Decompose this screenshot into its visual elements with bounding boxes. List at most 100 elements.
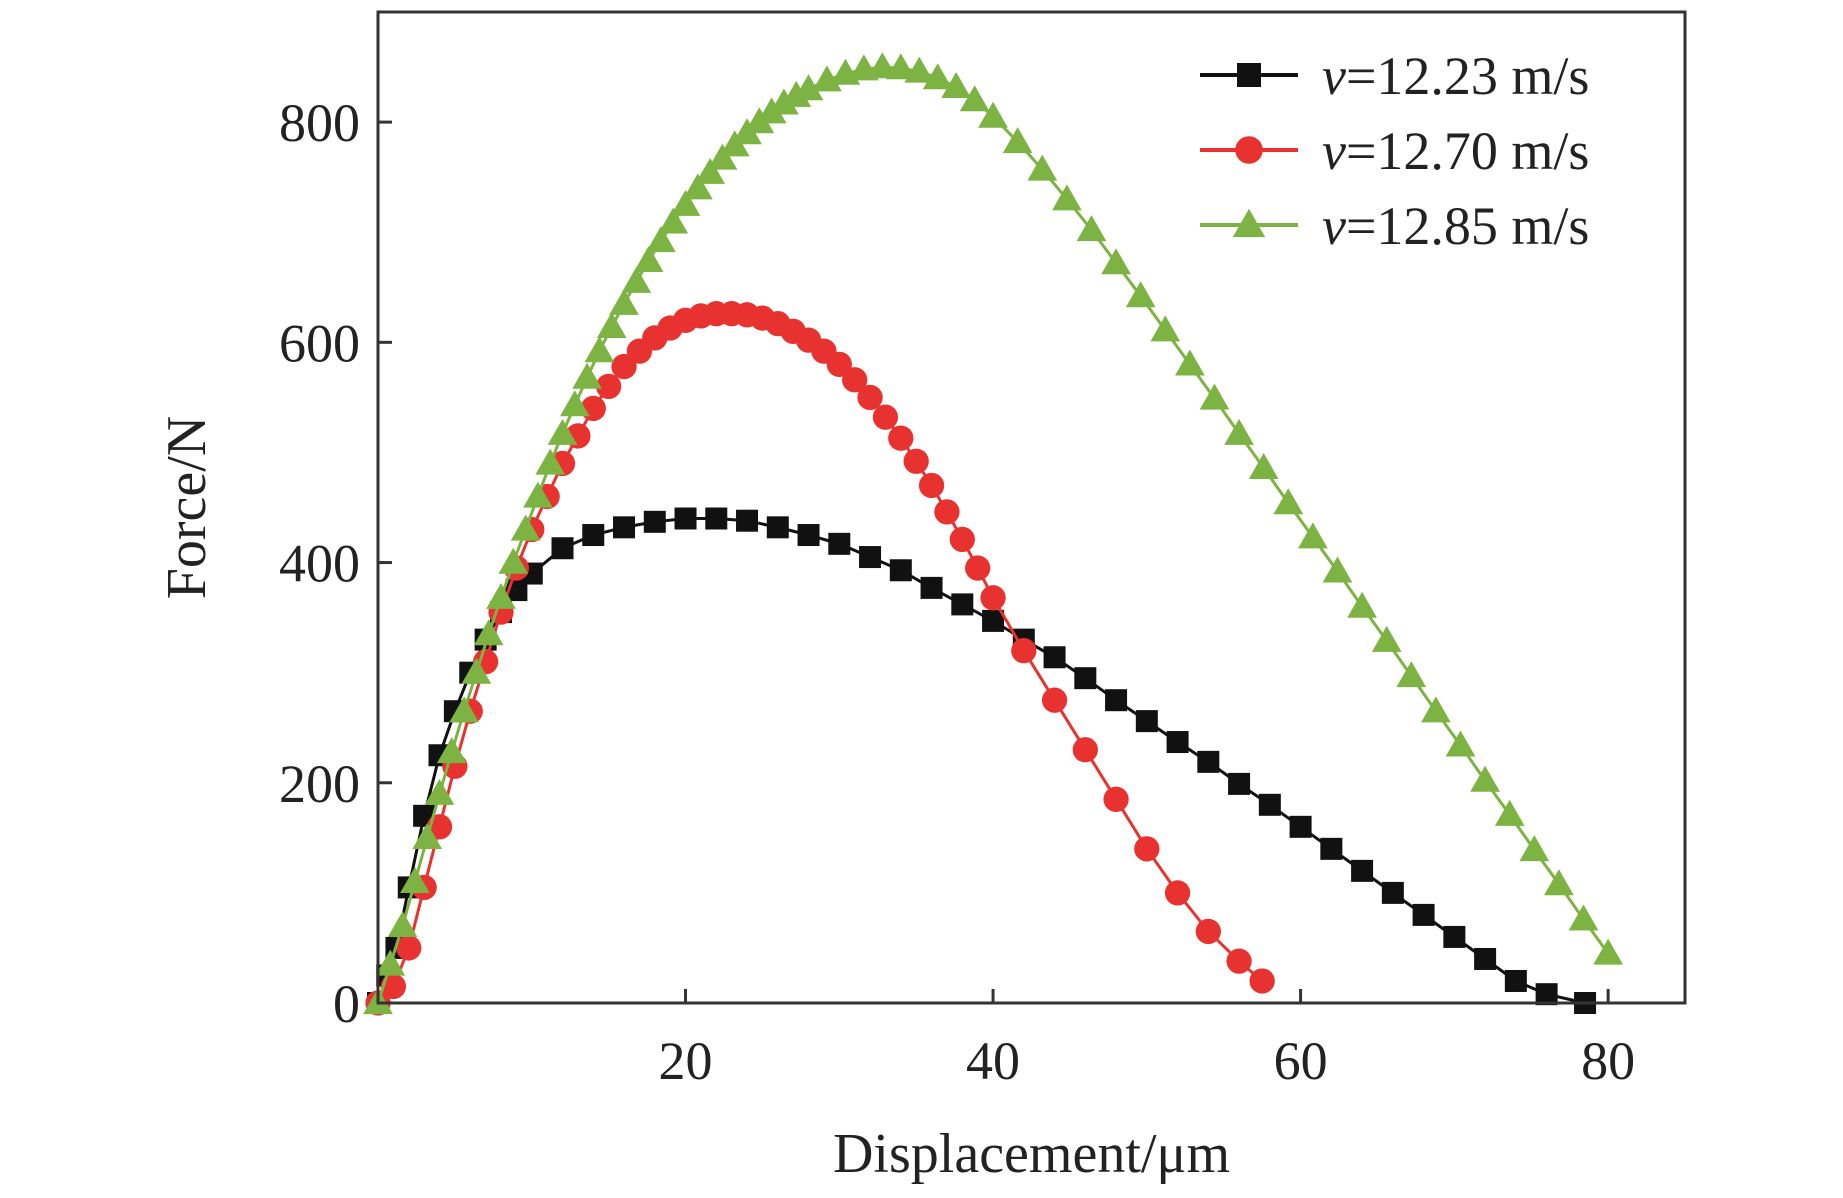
data-point-triangle	[1248, 453, 1279, 479]
data-point-circle	[595, 373, 622, 400]
data-point-circle	[980, 585, 1006, 611]
data-point-triangle	[510, 514, 541, 541]
data-point-triangle	[424, 778, 455, 805]
x-axis-title: Displacement/μm	[833, 1123, 1230, 1185]
data-point-circle	[1134, 836, 1160, 862]
x-tick-label: 40	[966, 1031, 1020, 1091]
data-point-square	[1535, 983, 1558, 1006]
data-point-triangle	[1052, 184, 1082, 211]
legend-item-3: v=12.85 m/s	[1200, 196, 1589, 256]
data-point-square	[889, 559, 912, 582]
data-point-circle	[1235, 136, 1263, 164]
data-point-triangle	[1371, 625, 1402, 652]
data-point-triangle	[596, 312, 627, 339]
data-point-circle	[842, 367, 868, 393]
data-point-square	[1320, 837, 1343, 860]
data-point-triangle	[769, 88, 799, 115]
data-point-square	[1258, 793, 1281, 816]
data-point-square	[982, 609, 1005, 632]
y-tick-label: 200	[279, 754, 360, 814]
data-point-triangle	[633, 246, 664, 272]
data-point-triangle	[682, 173, 713, 200]
data-point-circle	[949, 526, 975, 553]
data-point-triangle	[535, 448, 566, 475]
data-point-square	[766, 516, 789, 539]
data-point-triangle	[621, 266, 652, 293]
data-point-square	[613, 516, 636, 539]
data-point-triangle	[1322, 556, 1353, 583]
x-tick-label: 20	[659, 1031, 713, 1091]
legend-label: v=12.23 m/s	[1322, 46, 1589, 106]
data-point-circle	[396, 935, 422, 961]
series-2	[365, 301, 1275, 1016]
data-point-triangle	[498, 547, 529, 574]
data-point-triangle	[904, 56, 935, 83]
data-point-triangle	[1076, 215, 1107, 242]
legend-label-value: =12.85 m/s	[1346, 196, 1589, 256]
data-point-triangle	[781, 80, 812, 107]
data-point-square	[951, 593, 974, 616]
data-point-square	[1043, 646, 1066, 669]
data-point-circle	[934, 499, 960, 525]
data-point-triangle	[412, 822, 443, 849]
data-point-square	[705, 507, 728, 530]
legend-label-value: =12.23 m/s	[1346, 46, 1589, 106]
data-point-triangle	[436, 737, 467, 764]
data-point-square	[797, 524, 820, 547]
data-point-circle	[872, 404, 899, 430]
data-point-square	[1197, 750, 1220, 773]
data-point-triangle	[375, 949, 406, 976]
legend-label-symbol: v	[1322, 196, 1346, 256]
data-point-square	[1351, 859, 1374, 882]
y-tick-label: 800	[279, 93, 360, 153]
data-point-square	[1237, 63, 1261, 87]
data-point-square	[1504, 969, 1527, 992]
data-point-circle	[903, 448, 929, 474]
data-point-square	[1166, 731, 1189, 754]
y-tick-label: 600	[279, 313, 360, 373]
data-point-triangle	[922, 63, 953, 90]
data-point-triangle	[646, 226, 676, 253]
data-point-triangle	[1568, 904, 1599, 931]
data-point-triangle	[658, 207, 689, 234]
data-point-triangle	[812, 65, 842, 92]
data-point-circle	[1103, 786, 1129, 812]
data-point-circle	[857, 384, 883, 411]
data-point-square	[582, 524, 605, 547]
y-tick-label: 0	[333, 974, 360, 1034]
plot-frame	[376, 10, 1687, 1005]
data-point-circle	[1041, 687, 1068, 713]
legend-label: v=12.85 m/s	[1322, 196, 1589, 256]
data-point-triangle	[400, 867, 430, 894]
data-point-square	[1074, 667, 1097, 690]
data-point-triangle	[547, 418, 578, 445]
data-point-triangle	[867, 52, 898, 79]
data-point-triangle	[486, 582, 516, 609]
series-line	[376, 517, 1586, 1005]
data-point-triangle	[1175, 349, 1205, 376]
data-point-circle	[1164, 880, 1191, 906]
data-point-circle	[918, 472, 945, 499]
legend-label-symbol: v	[1322, 46, 1346, 106]
data-point-triangle	[1494, 799, 1525, 826]
data-point-square	[1474, 947, 1497, 970]
data-point-triangle	[1224, 418, 1254, 445]
data-point-square	[1289, 815, 1312, 838]
y-tick-label: 400	[279, 534, 360, 594]
legend-label-symbol: v	[1322, 121, 1346, 181]
data-point-triangle	[473, 619, 504, 646]
data-point-triangle	[1232, 208, 1266, 238]
data-point-triangle	[793, 74, 824, 101]
legend-item-2: v=12.70 m/s	[1200, 121, 1589, 181]
data-point-triangle	[1125, 281, 1156, 308]
data-point-triangle	[695, 157, 725, 184]
data-point-circle	[826, 351, 852, 378]
data-point-circle	[965, 555, 991, 581]
data-point-triangle	[609, 288, 639, 315]
legend-label-value: =12.70 m/s	[1346, 121, 1589, 181]
series-1	[367, 507, 1597, 1014]
data-point-triangle	[707, 143, 738, 170]
data-point-circle	[1249, 968, 1275, 994]
